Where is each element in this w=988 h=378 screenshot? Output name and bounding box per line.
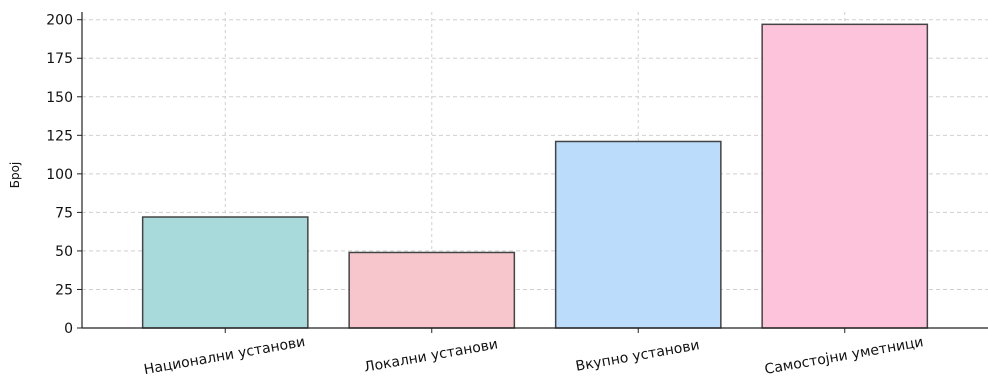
bar (554, 140, 722, 329)
x-tick-label: Вкупно установи (574, 337, 700, 375)
y-tick-label: 175 (46, 51, 73, 67)
y-tick-label: 25 (55, 282, 73, 298)
y-axis-ticks: 0 25 50 75 100 125 150 175 200 (46, 13, 82, 337)
x-tick-label: Локални установи (363, 336, 499, 375)
axes (81, 12, 988, 329)
x-tick-label: Национални установи (143, 334, 307, 378)
y-tick-label: 100 (46, 167, 73, 183)
bar (348, 251, 516, 329)
y-tick-label: 50 (55, 244, 73, 260)
y-tick-label: 125 (46, 128, 73, 144)
bars (141, 23, 929, 329)
bar (141, 216, 309, 329)
y-tick-label: 0 (64, 321, 73, 337)
x-tick-label: Самостојни уметници (763, 334, 924, 378)
bar (761, 23, 929, 329)
x-axis-ticks: Национални установи Локални установи Вкупн… (143, 328, 925, 378)
y-axis-label: Број (8, 162, 22, 189)
y-tick-label: 75 (55, 205, 73, 221)
y-tick-label: 150 (46, 90, 73, 106)
y-tick-label: 200 (46, 13, 73, 29)
